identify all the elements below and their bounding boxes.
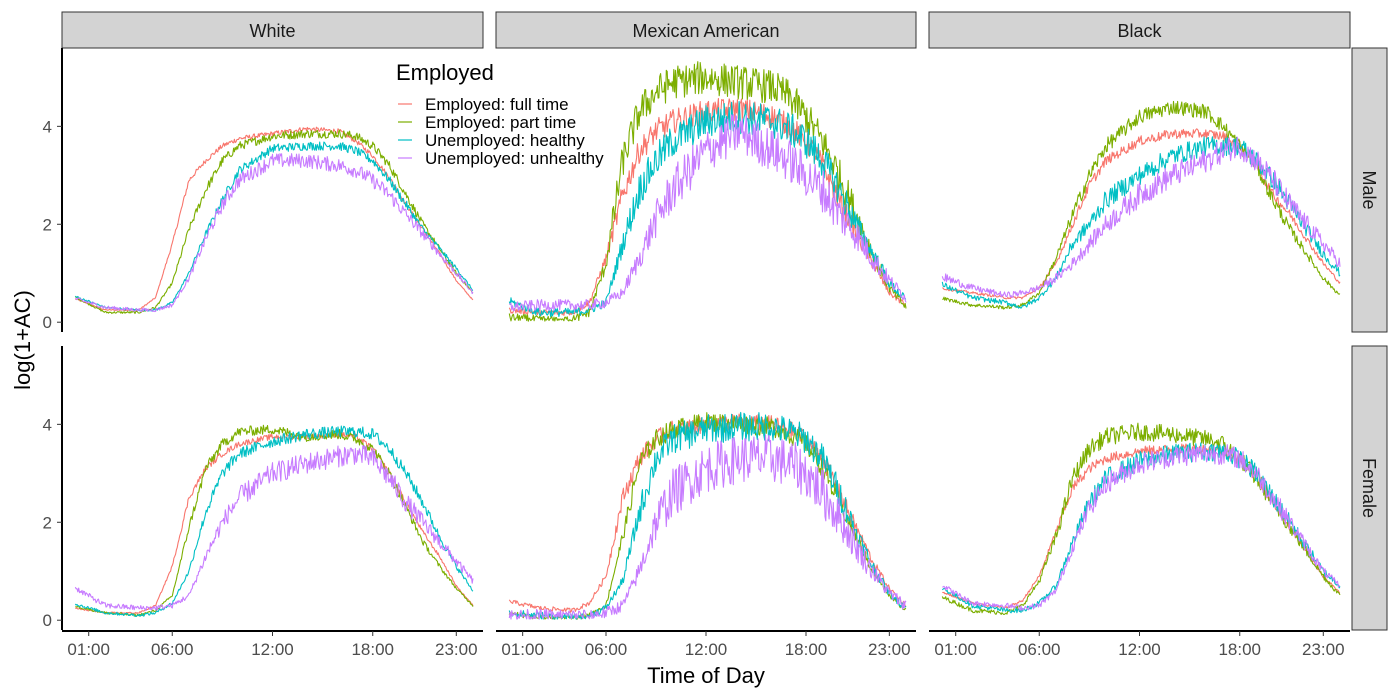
legend-entry: Employed: full time bbox=[398, 95, 569, 114]
panel-mexican-american-male bbox=[508, 61, 907, 322]
x-tick-label: 23:00 bbox=[1302, 640, 1345, 659]
column-strip-2: Black bbox=[928, 11, 1351, 49]
series-line-employed-part-time bbox=[508, 61, 907, 322]
legend: Employed Employed: full time Employed: p… bbox=[396, 60, 604, 168]
legend-entry: Unemployed: unhealthy bbox=[398, 149, 604, 168]
x-tick-label: 18:00 bbox=[1218, 640, 1261, 659]
legend-label: Unemployed: healthy bbox=[425, 131, 585, 150]
x-tick-label: 06:00 bbox=[151, 640, 194, 659]
legend-entry: Employed: part time bbox=[398, 113, 576, 132]
x-tick-label: 01:00 bbox=[501, 640, 544, 659]
x-tick-label: 18:00 bbox=[785, 640, 828, 659]
x-tick-label: 12:00 bbox=[1118, 640, 1161, 659]
series-line-employed-full-time bbox=[74, 126, 474, 312]
series-line-unemployed-unhealthy bbox=[508, 113, 907, 312]
x-tick-label: 23:00 bbox=[435, 640, 478, 659]
panel-black-female bbox=[941, 422, 1341, 615]
y-tick-label: 0 bbox=[43, 611, 52, 630]
series-line-unemployed-healthy bbox=[941, 442, 1341, 614]
x-tick-label: 06:00 bbox=[1018, 640, 1061, 659]
series-line-unemployed-unhealthy bbox=[941, 136, 1341, 298]
column-strip-1: Mexican American bbox=[495, 11, 917, 49]
x-tick-label: 12:00 bbox=[685, 640, 728, 659]
y-axis-top: 0 2 4 bbox=[43, 48, 63, 332]
x-tick-label: 18:00 bbox=[351, 640, 394, 659]
x-tick-label: 06:00 bbox=[585, 640, 628, 659]
column-strip-label: Mexican American bbox=[632, 21, 779, 41]
series-line-unemployed-healthy bbox=[508, 411, 907, 620]
y-tick-label: 4 bbox=[43, 415, 52, 434]
legend-label: Employed: part time bbox=[425, 113, 576, 132]
legend-label: Unemployed: unhealthy bbox=[425, 149, 604, 168]
panel-white-male bbox=[74, 126, 474, 315]
y-tick-label: 2 bbox=[43, 513, 52, 532]
y-tick-label: 2 bbox=[43, 215, 52, 234]
row-strip-label: Female bbox=[1359, 458, 1379, 518]
panel-white-female bbox=[74, 424, 474, 618]
series-line-unemployed-healthy bbox=[508, 101, 907, 318]
series-line-employed-full-time bbox=[942, 128, 1341, 300]
series-line-unemployed-healthy bbox=[941, 136, 1341, 309]
legend-title: Employed bbox=[396, 60, 494, 85]
y-axis-bottom: 0 2 4 bbox=[43, 346, 63, 630]
column-strip-0: White bbox=[61, 11, 484, 49]
series-line-unemployed-unhealthy bbox=[942, 444, 1341, 611]
series-line-unemployed-unhealthy bbox=[75, 153, 474, 313]
panel-mexican-american-female bbox=[508, 411, 907, 620]
column-strip-label: Black bbox=[1117, 21, 1162, 41]
x-tick-label: 23:00 bbox=[868, 640, 911, 659]
legend-label: Employed: full time bbox=[425, 95, 569, 114]
x-tick-label: 01:00 bbox=[934, 640, 977, 659]
x-tick-label: 12:00 bbox=[251, 640, 294, 659]
series-line-employed-part-time bbox=[75, 424, 474, 617]
series-line-unemployed-healthy bbox=[74, 425, 474, 618]
y-axis-title: log(1+AC) bbox=[10, 290, 35, 390]
y-tick-label: 0 bbox=[43, 313, 52, 332]
x-axis-title: Time of Day bbox=[647, 663, 765, 688]
panel-black-male bbox=[941, 100, 1341, 310]
y-tick-label: 4 bbox=[43, 117, 52, 136]
row-strip-label: Male bbox=[1359, 170, 1379, 209]
series-line-unemployed-unhealthy bbox=[74, 445, 474, 612]
x-axis: 01:00 06:00 12:00 18:00 23:00 01:00 06:00 12:00… bbox=[62, 630, 1350, 659]
legend-entry: Unemployed: healthy bbox=[398, 131, 585, 150]
series-line-employed-full-time bbox=[75, 431, 474, 615]
column-strip-label: White bbox=[249, 21, 295, 41]
series-line-employed-part-time bbox=[942, 100, 1341, 310]
series-line-unemployed-unhealthy bbox=[508, 434, 907, 620]
row-strip-1: Female bbox=[1351, 345, 1388, 631]
x-tick-label: 01:00 bbox=[67, 640, 110, 659]
row-strip-0: Male bbox=[1351, 47, 1388, 333]
